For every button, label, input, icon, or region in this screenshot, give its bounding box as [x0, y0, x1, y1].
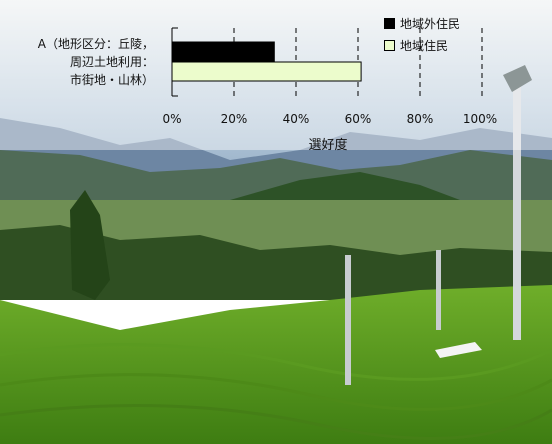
tea-field	[0, 285, 552, 444]
x-tick-label: 20%	[220, 112, 248, 126]
pole	[436, 250, 441, 330]
legend-swatch-black	[384, 17, 395, 29]
x-tick-label: 100%	[462, 112, 498, 126]
tall-tree	[70, 190, 110, 300]
bar-chart	[171, 27, 483, 97]
category-label-line-1: A（地形区分：丘陵，	[37, 37, 154, 51]
tea-row	[0, 343, 552, 381]
x-axis-label: 選好度	[308, 138, 348, 153]
tea-row	[0, 373, 552, 411]
legend-swatch-light-green	[384, 39, 395, 51]
frost-fan	[503, 65, 532, 92]
legend-label: 地域住民	[400, 38, 449, 53]
x-tick-label: 60%	[344, 112, 372, 126]
legend-label: 地域外住民	[400, 16, 461, 31]
bar	[171, 61, 362, 82]
x-tick-label: 0%	[162, 112, 182, 126]
tea-cover-sheet	[435, 342, 482, 358]
tree-line	[0, 225, 552, 300]
category-label-line-2: 周辺土地利用：	[69, 55, 154, 69]
category-label-line-3: 市街地・山林）	[69, 73, 154, 87]
x-tick-label: 40%	[282, 112, 310, 126]
tea-row	[0, 404, 552, 440]
x-tick-label: 80%	[406, 112, 434, 126]
bar	[171, 41, 275, 62]
frost-fan-pole	[513, 85, 521, 340]
legend-item-local-residents: 地域住民	[384, 37, 448, 53]
pole	[345, 255, 351, 385]
legend-item-outside-residents: 地域外住民	[384, 15, 460, 31]
